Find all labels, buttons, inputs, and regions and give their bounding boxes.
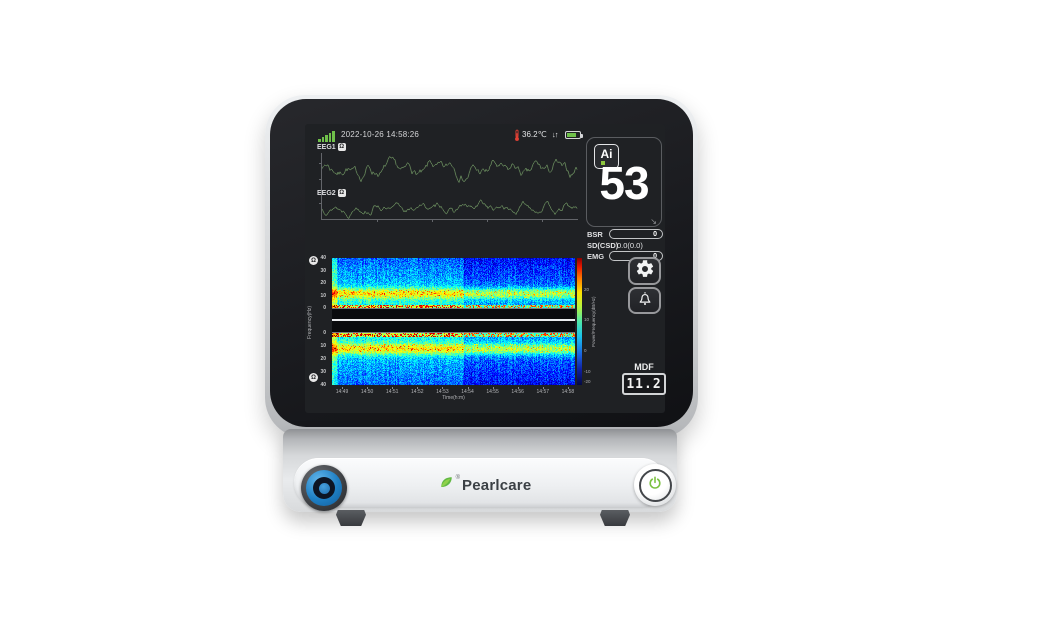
time-tick-label: 14:57 bbox=[536, 389, 550, 395]
signal-strength-icon bbox=[318, 130, 338, 142]
nav-knob-button[interactable] bbox=[301, 465, 347, 511]
freq-tick-label: 10 bbox=[320, 343, 326, 349]
device-foot-right bbox=[600, 510, 630, 526]
settings-button[interactable] bbox=[628, 257, 661, 285]
thermometer-icon bbox=[514, 129, 520, 147]
alarm-button[interactable] bbox=[628, 287, 661, 314]
brand-logo: ® Pearlcare bbox=[405, 475, 565, 495]
time-axis-title: Time(h:m) bbox=[442, 395, 465, 401]
metric-value-emg: 0 bbox=[653, 252, 657, 260]
panel-corner-mark: ↘ bbox=[650, 217, 657, 226]
mdf-display: 11.2 bbox=[622, 373, 666, 395]
front-panel bbox=[294, 458, 666, 507]
screen: 2022-10-26 14:58:26 36.2℃ ↓↑ EEG1 Ω EEG2… bbox=[305, 124, 666, 413]
impedance-circle-icon: Ω bbox=[309, 256, 318, 265]
eeg-axis bbox=[319, 153, 578, 222]
metric-value-sd: 0.0(0.0) bbox=[617, 241, 643, 250]
temperature-text: 36.2℃ bbox=[522, 130, 547, 139]
freq-tick-label: 0 bbox=[323, 305, 326, 311]
metric-label-emg: EMG bbox=[587, 252, 605, 261]
metric-label-bsr: BSR bbox=[587, 230, 603, 239]
impedance-badge-icon: Ω bbox=[337, 143, 346, 151]
knob-center-dot bbox=[318, 482, 330, 494]
eeg2-label-text: EEG2 bbox=[317, 189, 336, 197]
colorbar-tick-label: -10 bbox=[584, 369, 591, 375]
power-button-ring bbox=[638, 468, 672, 502]
time-tick-label: 14:55 bbox=[486, 389, 499, 395]
time-tick-label: 14:51 bbox=[385, 389, 399, 395]
freq-tick-label: 40 bbox=[320, 382, 326, 388]
battery-fill bbox=[567, 133, 576, 137]
time-tick-label: 14:50 bbox=[360, 389, 374, 395]
metric-label-sd: SD(CSD) bbox=[587, 241, 619, 250]
metric-pill-bsr: 0 bbox=[609, 229, 663, 239]
battery-nub bbox=[581, 133, 583, 138]
power-button[interactable] bbox=[634, 464, 676, 506]
colorbar-tick-label: 0 bbox=[584, 347, 587, 353]
ai-badge-text: Ai bbox=[600, 147, 613, 161]
time-tick-label: 14:49 bbox=[335, 389, 349, 395]
eeg1-label: EEG1 Ω bbox=[317, 143, 346, 151]
impedance-circle-icon: Ω bbox=[309, 373, 318, 382]
battery-icon bbox=[565, 131, 583, 139]
colorbar-tick-label: 20 bbox=[584, 286, 590, 292]
device-foot-left bbox=[336, 510, 366, 526]
eeg2-label: EEG2 Ω bbox=[317, 189, 346, 197]
ai-status-dot bbox=[601, 161, 605, 165]
registered-mark: ® bbox=[455, 475, 461, 481]
freq-tick-label: 40 bbox=[320, 255, 326, 261]
eeg1-waveform bbox=[322, 153, 578, 188]
frequency-tick-labels: 40 30 20 10 0 0 10 20 30 40 bbox=[305, 255, 329, 388]
colorbar-tick-label: -20 bbox=[584, 379, 591, 385]
freq-tick-label: 20 bbox=[320, 356, 326, 362]
time-tick-label: 14:54 bbox=[461, 389, 474, 395]
freq-tick-label: 30 bbox=[320, 369, 326, 375]
time-tick-label: 14:58 bbox=[561, 389, 575, 395]
knob-blue-ring bbox=[306, 470, 342, 506]
power-icon bbox=[647, 475, 663, 496]
time-tick-label: 14:56 bbox=[511, 389, 524, 395]
gear-icon bbox=[635, 259, 655, 284]
index-panel: Ai 53 ↘ bbox=[586, 137, 662, 227]
knob-inner-ring bbox=[313, 477, 335, 499]
freq-tick-label: 10 bbox=[320, 292, 326, 299]
freq-tick-label: 0 bbox=[323, 330, 326, 336]
eeg2-waveform bbox=[322, 197, 578, 219]
ai-badge[interactable]: Ai bbox=[594, 144, 619, 169]
brand-name: Pearlcare bbox=[462, 476, 532, 494]
index-value: 53 bbox=[599, 157, 649, 209]
eeg1-label-text: EEG1 bbox=[317, 143, 336, 151]
metric-value-bsr: 0 bbox=[653, 230, 657, 238]
freq-tick-label: 20 bbox=[320, 280, 326, 286]
colorbar-axis-title: Power/Frequency(dB/Hz) bbox=[591, 296, 596, 347]
time-tick-labels: 14:49 14:50 14:51 14:52 14:53 14:54 14:55 14:56… bbox=[332, 387, 575, 395]
mdf-label: MDF bbox=[634, 362, 654, 372]
impedance-badge-icon: Ω bbox=[337, 189, 346, 197]
temp-trend-arrows: ↓↑ bbox=[552, 130, 558, 139]
spectrogram-canvas bbox=[332, 258, 575, 385]
time-tick-label: 14:53 bbox=[436, 389, 449, 395]
bell-icon bbox=[636, 289, 654, 312]
colorbar-tick-label: 10 bbox=[584, 317, 590, 323]
colorbar bbox=[577, 258, 582, 385]
freq-tick-label: 30 bbox=[320, 267, 326, 274]
colorbar-tick-labels: 20 10 0 -10 -20 bbox=[584, 258, 600, 385]
datetime-text: 2022-10-26 14:58:26 bbox=[341, 130, 420, 139]
time-tick-label: 14:52 bbox=[411, 389, 424, 395]
leaf-icon bbox=[439, 475, 454, 495]
